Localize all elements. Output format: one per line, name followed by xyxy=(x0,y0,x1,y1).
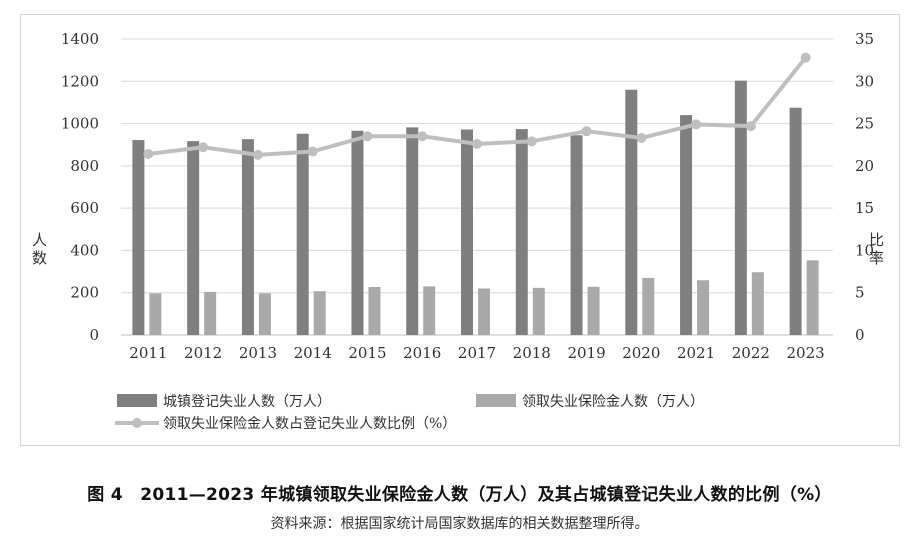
left-axis-ticks: 0 200 400 600 800 1000 1200 1400 xyxy=(61,30,99,344)
ratio-point xyxy=(581,126,592,137)
right-axis-ticks: 0 5 10 15 20 25 30 35 xyxy=(855,30,874,344)
bar-benefit xyxy=(697,280,710,335)
x-tick-label: 2017 xyxy=(458,344,496,362)
legend-swatch-ratio-marker xyxy=(132,418,142,428)
bar-benefit xyxy=(258,293,271,335)
ratio-point xyxy=(252,149,263,160)
x-tick-label: 2016 xyxy=(403,344,441,362)
bar-registered xyxy=(515,129,528,335)
bar-benefit xyxy=(587,286,600,335)
ratio-point xyxy=(198,142,209,153)
ratio-point xyxy=(472,138,482,149)
x-tick-label: 2012 xyxy=(184,344,222,362)
bar-registered xyxy=(187,141,200,335)
bar-benefit xyxy=(368,287,381,335)
bar-benefit xyxy=(423,286,436,335)
x-axis-ticks: 2011 2012 2013 2014 2015 2016 2017 2018 2019 2020… xyxy=(129,344,824,362)
y2-tick-label: 0 xyxy=(855,326,865,344)
legend-label-benefit: 领取失业保险金人数（万人） xyxy=(522,394,704,410)
ratio-point xyxy=(143,149,154,160)
bar-benefit xyxy=(149,293,162,335)
legend-swatch-benefit xyxy=(476,394,516,407)
x-tick-label: 2019 xyxy=(567,344,605,362)
bar-registered xyxy=(296,133,309,335)
legend-label-registered: 城镇登记失业人数（万人） xyxy=(163,394,331,410)
legend-label-ratio: 领取失业保险金人数占登记失业人数比例（%） xyxy=(163,416,456,432)
y-tick-label: 1200 xyxy=(61,72,99,90)
bar-registered xyxy=(461,129,473,335)
y-tick-label: 1000 xyxy=(61,115,99,133)
bar-benefit xyxy=(642,277,655,335)
bar-registered xyxy=(570,135,583,335)
y-tick-label: 600 xyxy=(70,199,99,217)
y2-axis-label: 比率 xyxy=(869,231,884,267)
y-tick-label: 1400 xyxy=(61,30,99,48)
y2-tick-label: 10 xyxy=(855,241,874,259)
bar-benefit xyxy=(478,288,490,335)
x-tick-label: 2013 xyxy=(239,344,277,362)
y-axis-label: 人数 xyxy=(32,231,47,267)
x-tick-label: 2023 xyxy=(787,344,825,362)
x-tick-label: 2011 xyxy=(129,344,167,362)
y-tick-label: 800 xyxy=(70,157,99,175)
bar-registered xyxy=(734,80,747,335)
ratio-point xyxy=(691,119,702,130)
x-tick-label: 2022 xyxy=(732,344,770,362)
y2-tick-label: 15 xyxy=(855,199,874,217)
x-tick-label: 2018 xyxy=(513,344,551,362)
legend-swatch-registered xyxy=(117,394,157,407)
y2-tick-label: 5 xyxy=(855,284,865,302)
y2-tick-label: 20 xyxy=(855,157,874,175)
ratio-point xyxy=(800,52,811,63)
x-tick-label: 2020 xyxy=(622,344,660,362)
x-tick-label: 2021 xyxy=(677,344,715,362)
y-tick-label: 400 xyxy=(70,241,99,259)
chart: 0 200 400 600 800 1000 1200 1400 0 5 10 15 20 25 30 35… xyxy=(32,30,884,432)
y-tick-label: 0 xyxy=(89,326,99,344)
bar-benefit xyxy=(204,291,217,335)
x-tick-label: 2015 xyxy=(348,344,386,362)
bar-registered xyxy=(406,127,419,336)
bars xyxy=(132,80,819,336)
bar-benefit xyxy=(532,287,545,335)
ratio-point xyxy=(636,132,647,143)
bar-registered xyxy=(625,89,638,335)
source-note: 资料来源：根据国家统计局国家数据库的相关数据整理所得。 xyxy=(270,516,649,532)
x-tick-label: 2014 xyxy=(294,344,332,362)
bar-registered xyxy=(132,140,145,335)
ratio-point xyxy=(307,146,318,157)
bar-registered xyxy=(680,115,693,335)
bar-registered xyxy=(241,139,254,335)
y2-tick-label: 25 xyxy=(855,115,874,133)
ratio-point xyxy=(362,131,373,142)
ratio-line-layer xyxy=(143,52,811,160)
ratio-point xyxy=(417,131,428,142)
figure-caption: 图 4 2011—2023 年城镇领取失业保险金人数（万人）及其占城镇登记失业人… xyxy=(87,485,832,505)
bar-benefit xyxy=(806,260,819,335)
bar-benefit xyxy=(751,272,764,335)
bar-registered xyxy=(789,107,802,335)
y2-tick-label: 35 xyxy=(855,30,874,48)
bar-registered xyxy=(351,130,364,335)
chart-frame: 0 200 400 600 800 1000 1200 1400 0 5 10 15 20 25 30 35… xyxy=(20,14,900,446)
ratio-point xyxy=(745,121,756,132)
gridlines xyxy=(121,38,833,336)
bar-benefit xyxy=(313,291,326,335)
y-tick-label: 200 xyxy=(70,284,99,302)
y2-tick-label: 30 xyxy=(855,72,874,90)
ratio-point xyxy=(526,136,537,147)
legend: 城镇登记失业人数（万人） 领取失业保险金人数（万人） 领取失业保险金人数占登记失… xyxy=(115,394,704,432)
